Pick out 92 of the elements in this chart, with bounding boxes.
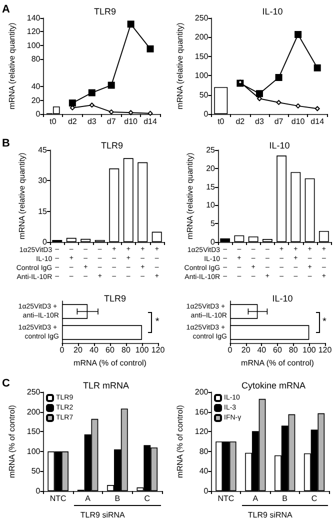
y-tick-label: 45 [38,146,48,154]
x-tick-label: B [114,494,120,503]
y-tick-label: 0 [42,238,48,246]
chart-title: TLR9 [104,294,126,304]
x-tick-label: C [144,494,150,503]
text: C [2,378,10,390]
y-axis-title: mRNA (relative quantity) [8,22,16,110]
x-tick-label: t0 [50,117,57,126]
y-axis-title: mRNA (relative quantity) [18,152,26,240]
x-tick-label: d7 [274,117,284,126]
x-tick-label: NTC [218,494,234,503]
y-axis-title: mRNA (relative quantity) [176,22,184,110]
y-tick-label: 200 [26,407,41,416]
y-tick-label: 120 [194,427,209,436]
x-tick-label: 0 [228,346,233,354]
y-tick-label: 10 [206,200,216,210]
x-tick-label: 0 [60,346,65,354]
y-axis-title: mRNA (% of control) [176,404,184,478]
x-tick-label: d3 [87,117,97,126]
y-tick-label: 50 [199,90,209,100]
y-tick-label: 0 [204,110,209,118]
y-tick-label: 20 [31,96,41,105]
x-tick-label: 80 [288,346,298,354]
x-tick-label: d14 [144,117,158,126]
y-tick-label: 80 [199,446,209,456]
y-tick-label: 200 [194,32,209,42]
x-tick-label: 80 [122,346,131,354]
y-tick-label: 250 [194,14,209,22]
y-axis-title: mRNA (% of control) [8,404,16,478]
chart-title: TLR9 [100,140,124,150]
y-tick-label: 250 [26,388,41,396]
y-tick-label: 5 [210,219,216,228]
y-tick-label: 30 [38,176,48,186]
x-tick-label: d10 [291,117,306,126]
x-tick-label: 120 [318,346,332,354]
x-tick-label: t0 [218,117,225,126]
x-tick-label: d3 [255,117,264,126]
y-tick-label: 120 [26,27,41,36]
x-axis-title: TLR9 siRNA [248,510,294,520]
annotation: * [322,316,326,328]
y-tick-label: 40 [199,466,209,476]
y-axis-title: mRNA (relative quantity) [186,152,194,240]
y-tick-label: 15 [206,182,216,192]
y-tick-label: 80 [31,54,41,64]
y-tick-label: 150 [194,52,209,61]
text: B [2,138,10,150]
x-tick-label: d2 [68,117,78,126]
x-tick-label: NTC [50,494,67,503]
y-tick-label: 0 [36,486,41,496]
chart-title: Cytokine mRNA [241,380,306,390]
x-tick-label: d2 [236,117,246,126]
x-tick-label: 100 [135,346,150,354]
y-tick-label: 100 [26,40,41,50]
y-tick-label: 140 [26,14,41,22]
x-tick-label: 60 [273,346,282,354]
chart-title: IL-10 [272,294,293,304]
y-tick-label: 150 [26,427,41,436]
x-tick-label: 40 [257,346,267,354]
x-tick-label: d7 [106,117,116,126]
y-tick-label: 0 [36,110,41,118]
chart-title: TLR mRNA [82,380,130,390]
x-tick-label: d10 [124,117,138,126]
y-tick-label: 160 [194,407,209,416]
y-tick-label: 100 [26,446,41,456]
y-tick-label: 0 [204,486,209,496]
x-tick-label: 120 [151,346,166,354]
x-axis-title: mRNA (% of control) [74,358,147,368]
x-tick-label: d14 [310,117,325,126]
chart-title: TLR9 [94,6,116,16]
x-tick-label: 40 [90,346,99,354]
x-tick-label: 60 [106,346,115,354]
y-tick-label: 100 [194,71,209,80]
x-tick-label: 20 [241,346,251,354]
x-tick-label: B [282,494,288,503]
text: A [2,4,10,16]
y-tick-label: 20 [206,164,216,173]
x-axis-title: TLR9 siRNA [80,510,126,520]
y-tick-label: 0 [210,238,216,246]
y-tick-label: 50 [31,466,41,476]
chart-title: IL-10 [262,6,283,16]
x-tick-label: 100 [302,346,316,354]
y-tick-label: 200 [194,388,209,396]
x-tick-label: A [85,494,92,503]
chart-title: IL-10 [269,140,290,150]
x-tick-label: 20 [74,346,83,354]
y-tick-label: 15 [38,206,48,216]
y-tick-label: 40 [31,82,41,92]
x-tick-label: A [252,494,259,503]
annotation: * [155,316,160,328]
x-axis-title: mRNA (% of control) [241,358,314,368]
y-tick-label: 25 [206,146,216,154]
x-tick-label: C [311,494,318,503]
